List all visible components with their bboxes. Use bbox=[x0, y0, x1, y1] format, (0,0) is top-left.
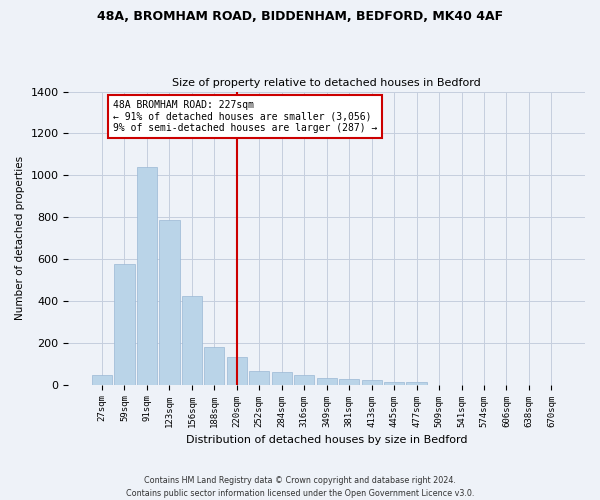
Bar bbox=[115, 264, 134, 384]
Bar bbox=[339, 379, 359, 384]
Bar bbox=[249, 371, 269, 384]
Text: 48A, BROMHAM ROAD, BIDDENHAM, BEDFORD, MK40 4AF: 48A, BROMHAM ROAD, BIDDENHAM, BEDFORD, M… bbox=[97, 10, 503, 23]
Bar bbox=[317, 378, 337, 384]
X-axis label: Distribution of detached houses by size in Bedford: Distribution of detached houses by size … bbox=[186, 435, 467, 445]
Bar bbox=[272, 372, 292, 384]
Bar bbox=[182, 296, 202, 384]
Bar bbox=[137, 167, 157, 384]
Bar bbox=[384, 382, 404, 384]
Title: Size of property relative to detached houses in Bedford: Size of property relative to detached ho… bbox=[172, 78, 481, 88]
Bar bbox=[294, 376, 314, 384]
Bar bbox=[406, 382, 427, 384]
Text: Contains HM Land Registry data © Crown copyright and database right 2024.
Contai: Contains HM Land Registry data © Crown c… bbox=[126, 476, 474, 498]
Bar bbox=[204, 347, 224, 385]
Bar bbox=[92, 376, 112, 384]
Y-axis label: Number of detached properties: Number of detached properties bbox=[15, 156, 25, 320]
Bar bbox=[227, 358, 247, 384]
Bar bbox=[159, 220, 179, 384]
Bar bbox=[362, 380, 382, 384]
Text: 48A BROMHAM ROAD: 227sqm
← 91% of detached houses are smaller (3,056)
9% of semi: 48A BROMHAM ROAD: 227sqm ← 91% of detach… bbox=[113, 100, 377, 133]
